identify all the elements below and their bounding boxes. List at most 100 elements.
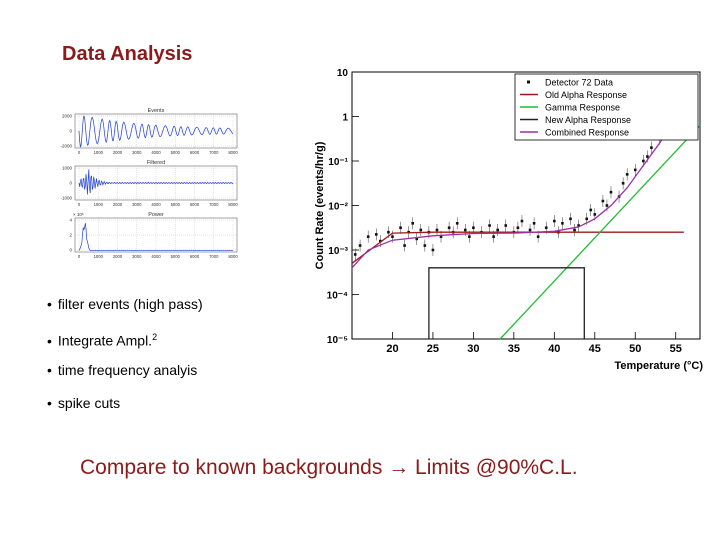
data-point [536,235,540,238]
panel-ytick-label: -2000 [60,144,72,149]
panel-xtick-label: 3000 [132,202,142,207]
panel-xtick-label: 4000 [151,202,161,207]
data-point [544,226,548,230]
panel-ytick-label: 0 [69,129,72,134]
legend-marker [527,80,530,84]
y-tick-label: 10⁻⁵ [327,335,348,346]
legend-label: Old Alpha Response [545,90,627,100]
panel-xtick-label: 3000 [132,150,142,155]
data-point [387,230,390,234]
panel-xtick-label: 5000 [171,254,181,259]
data-point [419,228,423,232]
bullet-text: Integrate Ampl. [57,332,153,349]
panel-xtick-label: 8000 [228,202,238,207]
data-point [642,159,645,163]
y-tick-label: 1 [342,113,348,124]
panel-ytick-label: 2 [69,233,72,238]
data-point [374,233,378,236]
data-point [492,235,495,238]
panel-ytick-label: 0 [69,248,72,253]
panel-ytick-label: 1000 [62,166,73,171]
data-point [353,253,357,256]
panel-xtick-label: 1000 [94,150,104,155]
panel-xtick-label: 7000 [209,202,219,207]
data-point [366,235,370,238]
bullet-text: spike cuts [57,395,121,411]
slide-title: Data Analysis [62,43,193,65]
panel-waveform [78,222,233,252]
panel-title: Power [148,212,164,218]
panel-xtick-label: 8000 [228,150,238,155]
x-tick-label: 30 [467,343,479,355]
data-point [464,228,467,232]
panel-xtick-label: 5000 [171,150,181,155]
x-tick-label: 40 [548,343,560,355]
panel-xtick-label: 3000 [132,254,142,259]
panel-exponent: × 10⁶ [73,212,84,217]
panel-xtick-label: 0 [78,150,81,155]
y-axis-label: Count Rate (events/hr/g) [314,141,326,269]
bullet-text: time frequency analyis [57,362,198,378]
bullet-item: • time frequency analyis [47,360,203,393]
data-point [625,173,629,176]
data-point [621,181,625,185]
data-point [496,228,499,232]
bullet-superscript: 2 [152,332,158,342]
footer-right-text: Limits @90%C.L. [415,456,578,479]
data-point [577,224,580,227]
data-point [431,248,435,252]
data-point [585,217,588,221]
data-point [399,226,402,230]
panel-xtick-label: 2000 [113,150,123,155]
legend-box [514,73,699,141]
y-tick-label: 10⁻² [328,202,348,213]
data-point [504,224,508,227]
panel-xtick-label: 2000 [113,202,123,207]
x-tick-label: 45 [589,343,601,355]
panel-xtick-label: 5000 [171,202,181,207]
data-point [403,244,406,247]
x-tick-label: 25 [427,343,439,355]
data-point [520,219,524,223]
y-tick-label: 10⁻¹ [328,157,348,168]
panel-ytick-label: -1000 [60,196,72,201]
data-point [605,204,609,207]
data-point [516,226,520,230]
data-point [573,228,576,232]
data-point [411,222,414,225]
data-point [447,226,451,230]
panel-xtick-label: 7000 [209,254,219,259]
panel-xtick-label: 6000 [190,150,200,155]
bullet-marker: • [47,362,52,378]
count-rate-chart: 20 25 30 35 40 45 50 55 10 1 10⁻¹ 10⁻² 10⁻³ 10⁻⁴ 10⁻⁵ T… [314,68,703,372]
footer-left-text: Compare to known backgrounds [80,456,383,479]
panel-xtick-label: 7000 [209,150,219,155]
panel-xtick-label: 0 [78,254,81,259]
legend-label: Detector 72 Data [545,78,613,88]
series-line [428,267,585,339]
data-point [532,222,536,225]
panel-title: Events [148,108,165,114]
panel-xtick-label: 4000 [151,254,161,259]
data-point [468,235,471,238]
data-point [423,244,427,247]
x-tick-label: 20 [386,343,398,355]
x-axis-label: Temperature (°C) [614,360,703,372]
data-point [528,228,532,232]
panel-waveform [78,169,234,195]
data-point [435,228,439,232]
data-point [650,146,653,149]
panel-xtick-label: 1000 [94,254,104,259]
panel-xtick-label: 2000 [113,254,123,259]
data-point [553,219,556,223]
panel-xtick-label: 0 [78,202,81,207]
data-point [488,224,491,227]
data-point [609,190,613,194]
bullet-item: • spike cuts [47,393,203,426]
footer-statement: Compare to known backgrounds → Limits @9… [80,456,578,480]
bullet-item: • Integrate Ampl.2 [47,327,203,360]
data-point [646,155,649,158]
bullet-list: • filter events (high pass) • Integrate Am… [47,294,203,426]
data-point [601,199,605,203]
data-point [589,208,593,212]
